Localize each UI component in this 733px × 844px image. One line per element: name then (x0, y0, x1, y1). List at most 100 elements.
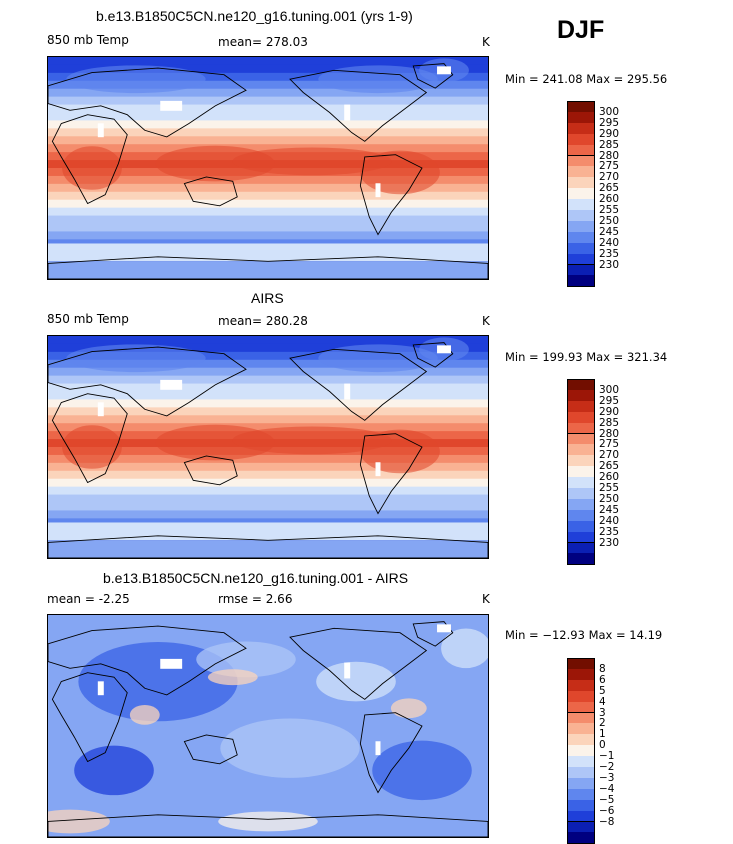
colorbar-tick-label: 285 (599, 416, 620, 429)
coastline (412, 342, 454, 368)
colorbar-tick-label: 290 (599, 127, 620, 140)
field-band (48, 64, 488, 74)
panel-3-mean-label: mean = -2.25 (47, 592, 130, 606)
colorbar-tick-label: 3 (599, 706, 606, 719)
panel-1-title: b.e13.B1850C5CN.ne120_g16.tuning.001 (yr… (96, 8, 413, 24)
field-band (48, 399, 488, 409)
field-band (48, 486, 488, 496)
colorbar-tick-label: 290 (599, 405, 620, 418)
field-band (48, 462, 488, 472)
panel-2-units: K (482, 314, 490, 328)
coastline (412, 621, 454, 647)
field-anomaly (232, 426, 392, 455)
colorbar-tick-label: 265 (599, 460, 620, 473)
panel-1-mean-label: mean= 278.03 (218, 35, 308, 49)
colorbar-tick-label: 4 (599, 695, 606, 708)
colorbar-tick-label: −5 (599, 793, 615, 806)
colorbar-tick-label: 300 (599, 105, 620, 118)
coastline (48, 625, 247, 696)
colorbar-tick-label: 230 (599, 536, 620, 549)
colorbar-tick-label: 8 (599, 662, 606, 675)
field-band (48, 522, 488, 541)
coastline (183, 734, 238, 765)
colorbar-tick-label: 285 (599, 138, 620, 151)
field-band (48, 128, 488, 138)
colorbar-tick-label: 5 (599, 684, 606, 697)
missing-data-patch (97, 681, 104, 696)
field-band (48, 494, 488, 504)
field-band (48, 383, 488, 393)
missing-data-patch (344, 104, 351, 121)
panel-1-minmax: Min = 241.08 Max = 295.56 (505, 72, 668, 86)
field-band (48, 207, 488, 217)
colorbar-tick-label: −3 (599, 771, 615, 784)
coastline (289, 69, 428, 142)
panel-3-map (47, 614, 489, 838)
colorbar-tick-label: 265 (599, 182, 620, 195)
field-band (48, 407, 488, 417)
colorbar-tick-label: −8 (599, 815, 615, 828)
coastline (359, 712, 423, 794)
field-anomaly (316, 661, 396, 702)
field-anomaly (220, 718, 360, 778)
missing-data-patch (160, 379, 183, 390)
field-band (48, 223, 488, 233)
map-plot (48, 57, 488, 279)
field-band (48, 423, 488, 433)
coastline (48, 67, 247, 138)
coastline (51, 393, 128, 484)
field-band (48, 336, 488, 345)
field-band (48, 215, 488, 225)
colorbar-tick-label: 250 (599, 214, 620, 227)
field-band (48, 112, 488, 122)
field-band (48, 144, 488, 154)
field-band (48, 502, 488, 512)
coastline (48, 256, 488, 279)
colorbar-tick-label: 245 (599, 503, 620, 516)
coastline (183, 455, 238, 486)
field-band (48, 540, 488, 558)
field-band (48, 367, 488, 377)
panel-1-units: K (482, 35, 490, 49)
coastline (359, 433, 423, 515)
coastline (412, 63, 454, 89)
panel-3-rmse-label: rmse = 2.66 (218, 592, 293, 606)
colorbar-tick-label: 235 (599, 525, 620, 538)
colorbar-tick-label: −2 (599, 761, 615, 773)
panel-2-map (47, 335, 489, 559)
field-band (48, 136, 488, 146)
field-anomaly (390, 698, 427, 719)
panel-3-title: b.e13.B1850C5CN.ne120_g16.tuning.001 - A… (103, 570, 409, 586)
coastline (48, 346, 247, 417)
field-band (48, 243, 488, 262)
field-anomaly (62, 425, 122, 469)
field-band (48, 80, 488, 90)
field-band (48, 343, 488, 353)
coastline (48, 814, 488, 837)
field-band (48, 478, 488, 488)
colorbar-tick-label: 255 (599, 482, 620, 494)
field-band (48, 57, 488, 66)
field-band (48, 191, 488, 201)
panel-2-mean-label: mean= 280.28 (218, 314, 308, 328)
missing-data-patch (437, 624, 451, 633)
field-band (48, 72, 488, 82)
missing-data-patch (97, 402, 104, 417)
field-band (48, 470, 488, 480)
coastline (51, 114, 128, 205)
field-band (48, 175, 488, 185)
field-anomaly (196, 641, 296, 678)
missing-data-patch (160, 100, 183, 111)
field-band (48, 183, 488, 193)
colorbar-tick-label: 6 (599, 673, 606, 686)
panel-2-title: AIRS (251, 290, 284, 306)
coastline (48, 535, 488, 558)
missing-data-patch (97, 123, 104, 138)
missing-data-patch (437, 66, 451, 75)
coastline (359, 154, 423, 236)
panel-2-minmax: Min = 199.93 Max = 321.34 (505, 350, 668, 364)
panel-2-variable-label: 850 mb Temp (47, 312, 129, 326)
colorbar-tick-label: 250 (599, 492, 620, 505)
colorbar-tick-label: 230 (599, 258, 620, 271)
colorbar-tick-label: −6 (599, 804, 615, 817)
